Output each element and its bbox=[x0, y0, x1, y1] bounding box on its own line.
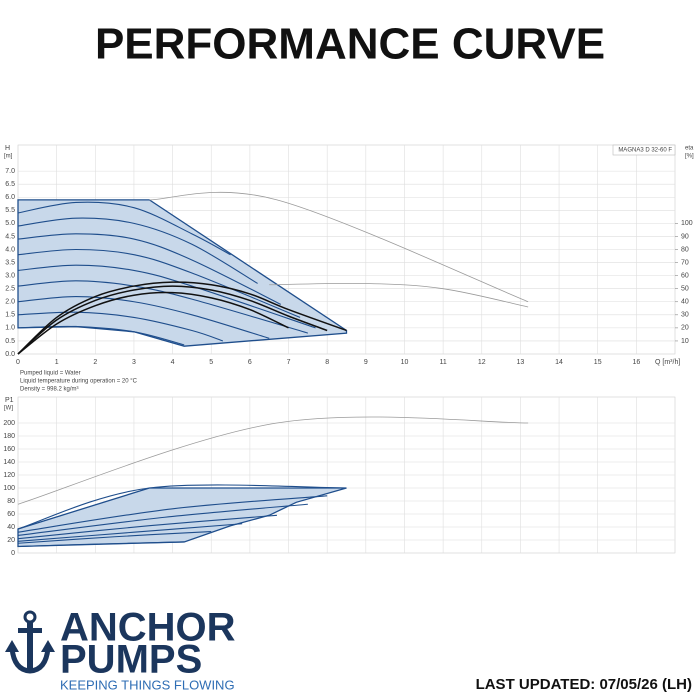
anchor-icon bbox=[5, 610, 55, 674]
y-tick-label: 40 bbox=[7, 524, 15, 531]
y-tick-label: 6.0 bbox=[5, 194, 15, 201]
y-tick-label: 2.5 bbox=[5, 286, 15, 293]
x-tick-label: 16 bbox=[632, 359, 640, 366]
curve bbox=[17, 295, 270, 339]
y2-axis-unit: [%] bbox=[685, 154, 694, 160]
curve bbox=[17, 201, 231, 256]
curve bbox=[17, 248, 301, 318]
y2-tick-label: 70 bbox=[681, 259, 689, 266]
curve bbox=[17, 514, 277, 540]
y-tick-label: 200 bbox=[3, 420, 15, 427]
legend-text: MAGNA3 D 32-60 F bbox=[618, 148, 672, 154]
y-tick-label: 5.5 bbox=[5, 207, 15, 214]
y2-tick-label: 80 bbox=[681, 246, 689, 253]
curve bbox=[17, 280, 309, 334]
last-updated: LAST UPDATED: 07/05/26 (LH) bbox=[476, 676, 692, 693]
logo-text: PUMPS bbox=[60, 638, 202, 682]
y-tick-label: 4.0 bbox=[5, 246, 15, 253]
x-axis-label: Q [m³/h] bbox=[655, 359, 680, 366]
curve bbox=[17, 264, 316, 329]
x-tick-label: 15 bbox=[594, 359, 602, 366]
y-tick-label: 160 bbox=[3, 446, 15, 453]
x-tick-label: 10 bbox=[401, 359, 409, 366]
curve bbox=[17, 531, 212, 544]
y-tick-label: 7.0 bbox=[5, 168, 15, 175]
curve bbox=[17, 281, 347, 355]
x-tick-label: 1 bbox=[55, 359, 59, 366]
x-tick-label: 13 bbox=[517, 359, 525, 366]
curve bbox=[17, 416, 529, 505]
y-tick-label: 180 bbox=[3, 433, 15, 440]
y-tick-label: 100 bbox=[3, 485, 15, 492]
y-tick-label: 120 bbox=[3, 472, 15, 479]
y-tick-label: 0.5 bbox=[5, 338, 15, 345]
y-tick-label: 0 bbox=[11, 550, 15, 557]
logo-tagline: KEEPING THINGS FLOWING bbox=[60, 677, 235, 692]
note: Density = 998.2 kg/m³ bbox=[20, 387, 79, 393]
curve bbox=[17, 484, 347, 530]
curve bbox=[17, 217, 258, 284]
y-axis-label: P1 bbox=[5, 397, 14, 404]
y2-axis-label: eta bbox=[685, 146, 694, 152]
y-tick-label: 3.5 bbox=[5, 259, 15, 266]
curve bbox=[17, 325, 185, 346]
y2-tick-label: 40 bbox=[681, 299, 689, 306]
curve bbox=[269, 282, 529, 308]
y-tick-label: 20 bbox=[7, 537, 15, 544]
legend-box bbox=[612, 144, 676, 156]
y-tick-label: 4.5 bbox=[5, 233, 15, 240]
x-tick-label: 11 bbox=[439, 359, 446, 366]
y2-tick-label: 60 bbox=[681, 272, 689, 279]
y-tick-label: 3.0 bbox=[5, 272, 15, 279]
y-tick-label: 6.5 bbox=[5, 181, 15, 188]
y-tick-label: 1.0 bbox=[5, 325, 15, 332]
x-tick-label: 14 bbox=[555, 359, 563, 366]
y-tick-label: 80 bbox=[7, 498, 15, 505]
note: Liquid temperature during operation = 20… bbox=[20, 379, 138, 385]
y-tick-label: 5.0 bbox=[5, 220, 15, 227]
y-axis-unit: [W] bbox=[4, 406, 13, 412]
y-tick-label: 0.0 bbox=[5, 351, 15, 358]
page-title: PERFORMANCE CURVE bbox=[95, 20, 605, 69]
curve bbox=[17, 285, 328, 355]
y-tick-label: 2.0 bbox=[5, 299, 15, 306]
curve bbox=[17, 233, 282, 305]
y-tick-label: 1.5 bbox=[5, 312, 15, 319]
curve bbox=[17, 523, 243, 542]
curve bbox=[17, 503, 308, 536]
y2-tick-label: 10 bbox=[681, 338, 689, 345]
y-axis-label: H bbox=[5, 145, 10, 152]
curve bbox=[17, 541, 185, 548]
curve bbox=[17, 291, 289, 355]
x-tick-label: 2 bbox=[93, 359, 97, 366]
curve bbox=[149, 191, 529, 303]
x-tick-label: 7 bbox=[287, 359, 291, 366]
x-tick-label: 6 bbox=[248, 359, 252, 366]
x-tick-label: 8 bbox=[325, 359, 329, 366]
logo-text: ANCHOR bbox=[60, 606, 236, 650]
x-tick-label: 0 bbox=[16, 359, 20, 366]
y2-tick-label: 50 bbox=[681, 286, 689, 293]
y-axis-unit: [m] bbox=[4, 154, 13, 160]
y2-tick-label: 100 bbox=[681, 220, 693, 227]
curve bbox=[17, 311, 224, 342]
x-tick-label: 9 bbox=[364, 359, 368, 366]
curve bbox=[17, 495, 328, 533]
y2-tick-label: 20 bbox=[681, 325, 689, 332]
note: Pumped liquid = Water bbox=[20, 371, 81, 377]
y-tick-label: 60 bbox=[7, 511, 15, 518]
y2-tick-label: 30 bbox=[681, 312, 689, 319]
y-tick-label: 140 bbox=[3, 459, 15, 466]
x-tick-label: 5 bbox=[209, 359, 213, 366]
x-tick-label: 4 bbox=[171, 359, 175, 366]
x-tick-label: 3 bbox=[132, 359, 136, 366]
y2-tick-label: 90 bbox=[681, 233, 689, 240]
x-tick-label: 12 bbox=[478, 359, 486, 366]
